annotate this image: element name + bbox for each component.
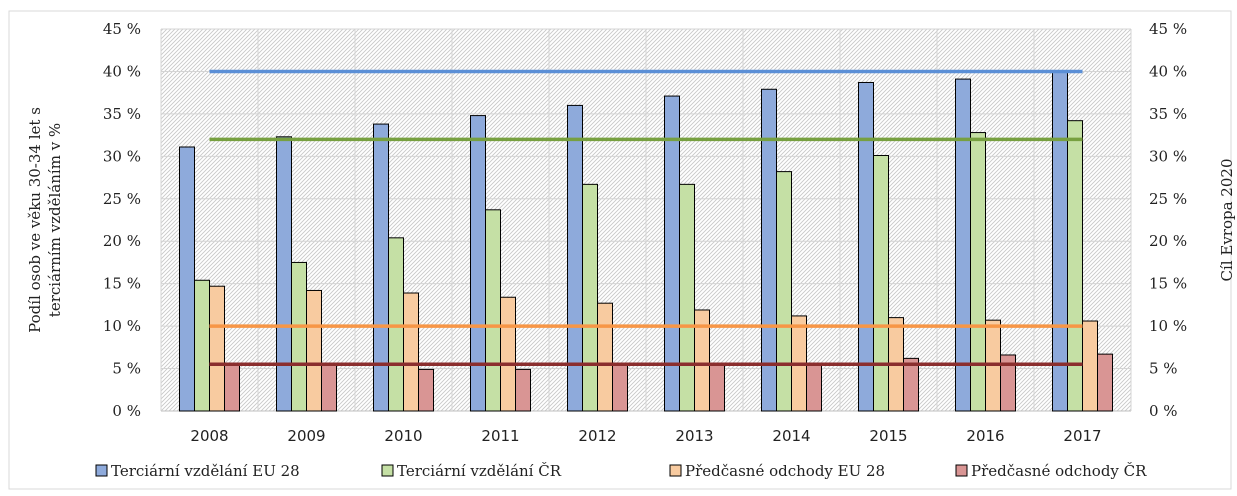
bar	[209, 285, 225, 412]
y2-tick-label: 15 %	[1149, 275, 1187, 293]
legend-swatch	[381, 464, 394, 477]
x-tick-label: 2009	[287, 427, 325, 445]
bar	[321, 363, 337, 412]
bar	[597, 302, 613, 412]
bar	[291, 261, 307, 412]
bar	[194, 279, 210, 412]
bar	[1097, 353, 1113, 412]
y-tick-label: 20 %	[103, 232, 141, 250]
bar	[858, 81, 874, 412]
bar	[1082, 320, 1098, 412]
bar	[515, 368, 531, 412]
bar	[306, 289, 322, 412]
y-tick-label: 15 %	[103, 275, 141, 293]
y2-axis-title: Cíl Evropa 2020	[1218, 159, 1236, 282]
y2-tick-label: 45 %	[1149, 20, 1187, 38]
chart-frame	[8, 10, 1232, 490]
legend-swatch	[95, 464, 108, 477]
bar	[873, 154, 889, 412]
x-tick-label: 2010	[384, 427, 422, 445]
bar	[970, 132, 986, 412]
y2-tick-label: 0 %	[1149, 402, 1178, 420]
y2-tick-label: 25 %	[1149, 190, 1187, 208]
y2-tick-label: 20 %	[1149, 232, 1187, 250]
bar	[955, 78, 971, 412]
x-tick-label: 2013	[675, 427, 713, 445]
x-tick-label: 2016	[966, 427, 1004, 445]
bar	[403, 292, 419, 412]
y-tick-label: 5 %	[112, 360, 141, 378]
y-tick-label: 0 %	[112, 402, 141, 420]
bar	[612, 363, 628, 412]
bar	[582, 183, 598, 412]
y2-tick-label: 40 %	[1149, 62, 1187, 80]
legend-swatch	[955, 464, 968, 477]
bar	[1000, 354, 1016, 412]
y-tick-label: 25 %	[103, 190, 141, 208]
bar	[485, 209, 501, 412]
x-tick-label: 2012	[578, 427, 616, 445]
y2-tick-label: 5 %	[1149, 360, 1178, 378]
x-tick-label: 2014	[772, 427, 810, 445]
y2-tick-label: 30 %	[1149, 147, 1187, 165]
x-tick-label: 2008	[190, 427, 228, 445]
y2-tick-label: 35 %	[1149, 105, 1187, 123]
bar	[709, 364, 725, 412]
legend-label: Terciární vzdělání ČR	[397, 462, 562, 480]
bar	[1067, 120, 1083, 412]
y-tick-label: 10 %	[103, 317, 141, 335]
legend-label: Předčasné odchody ČR	[971, 462, 1147, 480]
bar	[903, 357, 919, 412]
bar	[679, 183, 695, 412]
y-tick-label: 45 %	[103, 20, 141, 38]
y-tick-label: 30 %	[103, 147, 141, 165]
bar	[470, 115, 486, 412]
bar	[179, 146, 195, 412]
legend-label: Předčasné odchody EU 28	[685, 462, 885, 480]
bar	[373, 123, 389, 412]
bar	[500, 296, 516, 412]
legend-label: Terciární vzdělání EU 28	[111, 462, 300, 480]
x-tick-label: 2011	[481, 427, 519, 445]
bar	[418, 368, 434, 412]
bar	[694, 309, 710, 412]
legend-swatch	[669, 464, 682, 477]
x-tick-label: 2017	[1063, 427, 1101, 445]
x-tick-label: 2015	[869, 427, 907, 445]
y-axis-title: Podíl osob ve věku 30-34 let s terciárním…	[26, 107, 64, 333]
bar	[224, 362, 240, 412]
y-tick-label: 35 %	[103, 105, 141, 123]
y-tick-label: 40 %	[103, 62, 141, 80]
bar	[1052, 71, 1068, 412]
bar	[276, 136, 292, 412]
bar	[776, 171, 792, 412]
bar	[806, 363, 822, 412]
y2-tick-label: 10 %	[1149, 317, 1187, 335]
